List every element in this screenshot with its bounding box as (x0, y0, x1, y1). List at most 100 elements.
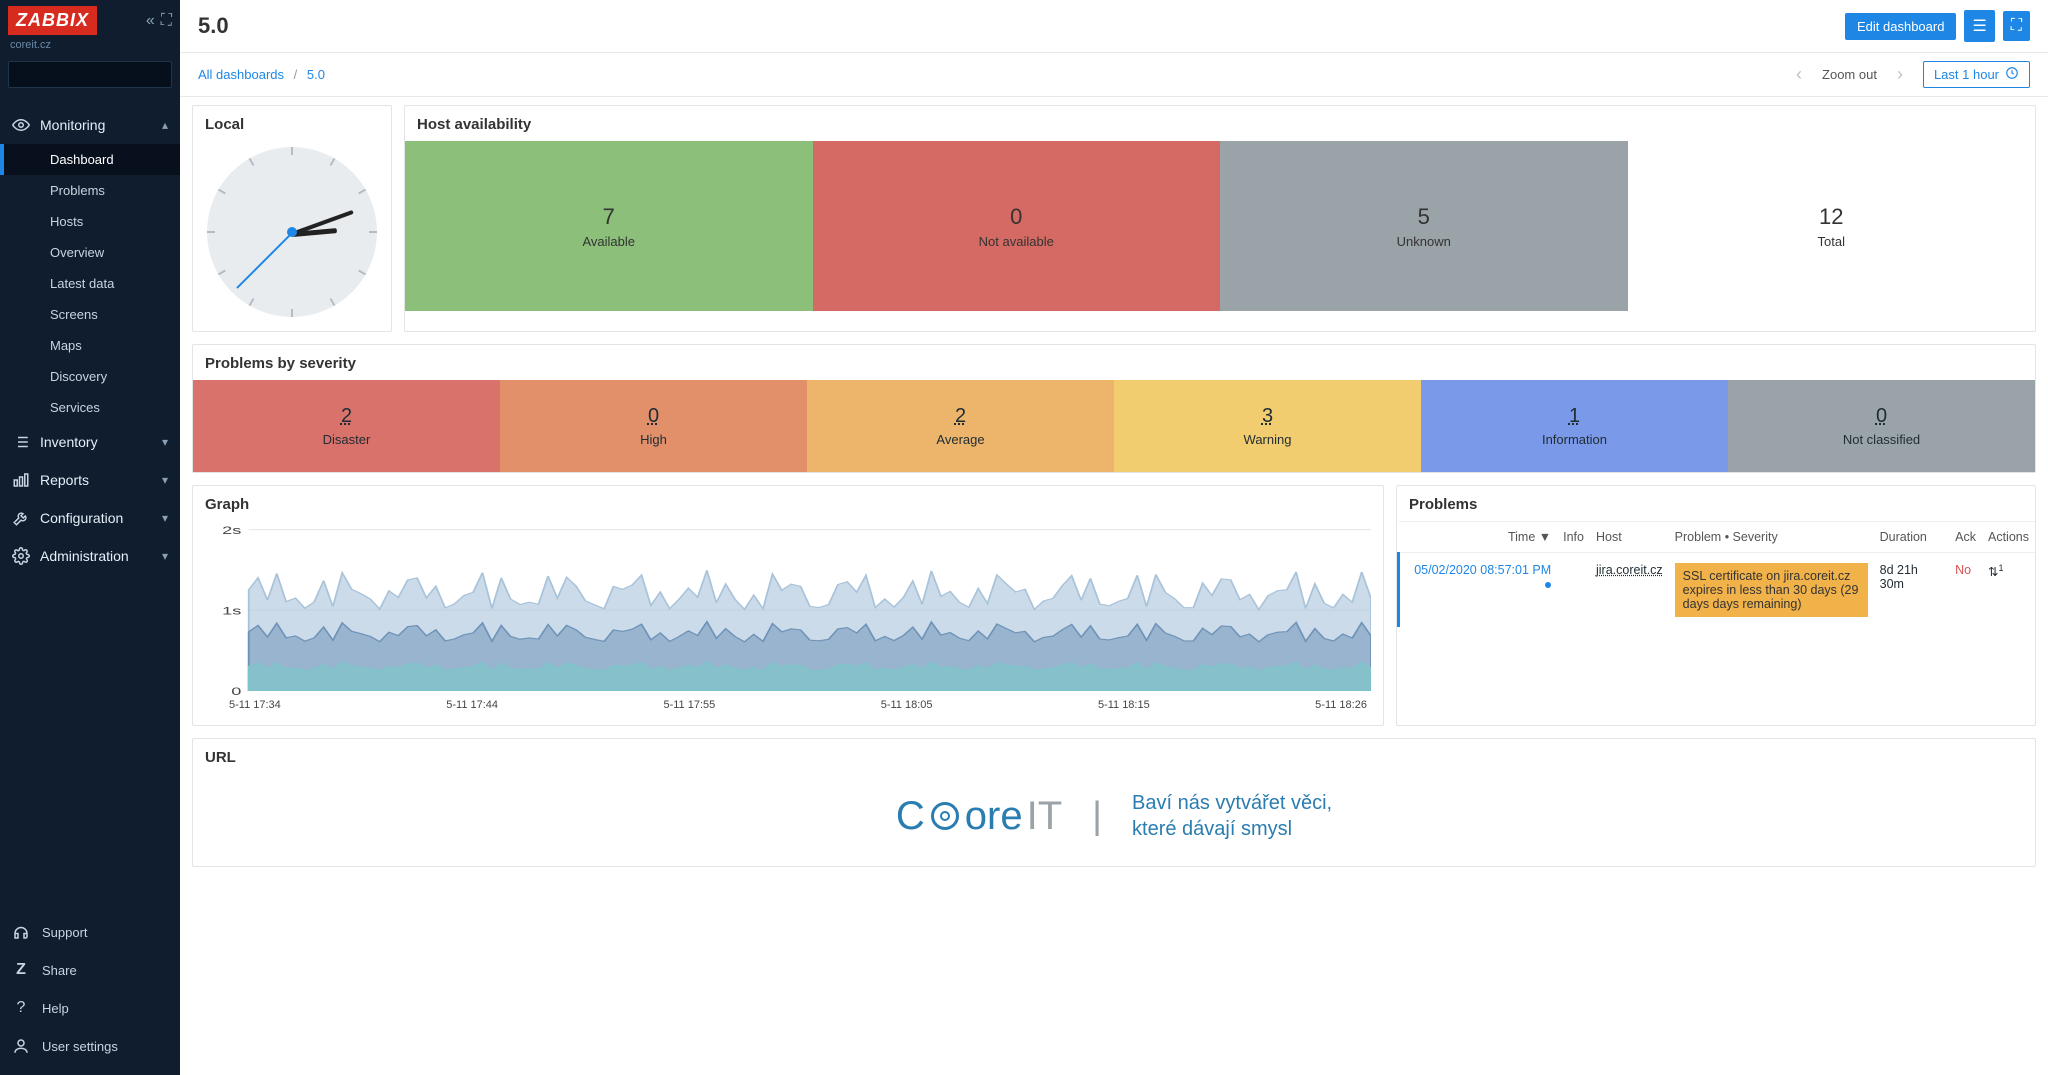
sidebar-item-services[interactable]: Services (0, 392, 180, 423)
breadcrumb-current[interactable]: 5.0 (307, 67, 325, 82)
search-box[interactable]: 🔍 (8, 61, 172, 88)
coreit-tagline: Baví nás vytvářet věci, které dávají smy… (1132, 790, 1332, 842)
coreit-logo: C ore IT (896, 794, 1062, 839)
brand-logo[interactable]: ZABBIX (8, 6, 97, 35)
clock-second-hand (236, 232, 293, 289)
problem-ack[interactable]: No (1955, 563, 1971, 577)
row-graph-problems: Graph 2s1s0 5-11 17:345-11 17:445-11 17:… (192, 485, 2036, 726)
breadcrumb-root[interactable]: All dashboards (198, 67, 284, 82)
widget-problems-title: Problems (1397, 486, 2035, 521)
nav-bottom: SupportZShare?HelpUser settings (0, 907, 180, 1075)
problems-col-1[interactable]: Info (1557, 522, 1590, 553)
svg-text:1s: 1s (222, 605, 242, 618)
hostavail-available[interactable]: 7Available (405, 141, 813, 311)
coreit-tagline1: Baví nás vytvářet věci, (1132, 792, 1332, 814)
nav-help[interactable]: ?Help (0, 989, 180, 1027)
graph-xlabel: 5-11 17:44 (446, 699, 498, 711)
sidebar-item-problems[interactable]: Problems (0, 175, 180, 206)
topbar: 5.0 Edit dashboard ☰ ⛶ (180, 0, 2048, 53)
sidebar-item-overview[interactable]: Overview (0, 237, 180, 268)
nav-section-administration[interactable]: Administration▾ (0, 537, 180, 575)
nav-section-reports[interactable]: Reports▾ (0, 461, 180, 499)
sidebar-item-hosts[interactable]: Hosts (0, 206, 180, 237)
problem-actions[interactable]: ⇅1 (1982, 553, 2035, 628)
problem-text[interactable]: SSL certificate on jira.coreit.cz expire… (1675, 563, 1868, 617)
clock-center (287, 227, 297, 237)
widget-hostavail-title: Host availability (405, 106, 2035, 141)
hostavail-unknown[interactable]: 5Unknown (1220, 141, 1628, 311)
site-subtitle: coreit.cz (10, 39, 172, 51)
help-icon: ? (12, 999, 30, 1017)
widget-clock: Local (192, 105, 392, 332)
problems-col-4[interactable]: Duration (1874, 522, 1950, 553)
time-next-icon[interactable]: › (1893, 64, 1907, 85)
zoom-out-button[interactable]: Zoom out (1822, 67, 1877, 82)
widget-graph: Graph 2s1s0 5-11 17:345-11 17:445-11 17:… (192, 485, 1384, 726)
widget-url-title: URL (193, 739, 2035, 774)
headset-icon (12, 923, 30, 941)
page-title: 5.0 (198, 13, 229, 39)
collapse-icon[interactable]: « (146, 12, 155, 30)
coreit-c: C (896, 794, 925, 839)
chevron-up-icon: ▴ (162, 118, 168, 132)
nav-support[interactable]: Support (0, 913, 180, 951)
hostavail-total[interactable]: 12Total (1628, 141, 2036, 311)
sidebar-item-latest-data[interactable]: Latest data (0, 268, 180, 299)
subbar: All dashboards / 5.0 ‹ Zoom out › Last 1… (180, 53, 2048, 97)
nav-monitoring-head[interactable]: Monitoring ▴ (0, 106, 180, 144)
hostavail-not-available[interactable]: 0Not available (813, 141, 1221, 311)
menu-button[interactable]: ☰ (1964, 10, 1994, 42)
problems-row[interactable]: 05/02/2020 08:57:01 PM jira.coreit.cz SSL… (1399, 553, 2036, 628)
problem-host[interactable]: jira.coreit.cz (1596, 563, 1663, 577)
graph-area: 2s1s0 5-11 17:345-11 17:445-11 17:555-11… (193, 521, 1383, 725)
breadcrumb-sep: / (294, 67, 298, 82)
severity-disaster[interactable]: 2Disaster (193, 380, 500, 472)
graph-xlabel: 5-11 17:55 (663, 699, 715, 711)
coreit-it: IT (1027, 794, 1063, 839)
severity-high[interactable]: 0High (500, 380, 807, 472)
widget-severity: Problems by severity 2Disaster0High2Aver… (192, 344, 2036, 473)
sidebar-item-discovery[interactable]: Discovery (0, 361, 180, 392)
edit-dashboard-button[interactable]: Edit dashboard (1845, 13, 1956, 40)
time-range-label: Last 1 hour (1934, 67, 1999, 82)
problems-col-6[interactable]: Actions (1982, 522, 2035, 553)
sidebar-item-screens[interactable]: Screens (0, 299, 180, 330)
severity-warning[interactable]: 3Warning (1114, 380, 1421, 472)
nav-user-settings[interactable]: User settings (0, 1027, 180, 1065)
edit-dashboard-label: Edit dashboard (1857, 19, 1944, 34)
problem-time[interactable]: 05/02/2020 08:57:01 PM (1414, 563, 1551, 577)
nav-monitoring: Monitoring ▴ DashboardProblemsHostsOverv… (0, 106, 180, 423)
problems-col-5[interactable]: Ack (1949, 522, 1982, 553)
time-prev-icon[interactable]: ‹ (1792, 64, 1806, 85)
widget-host-availability: Host availability 7Available0Not availab… (404, 105, 2036, 332)
chevron-down-icon: ▾ (162, 549, 168, 563)
problems-table: Time ▼InfoHostProblem • SeverityDuration… (1397, 521, 2035, 627)
actions-icon: ⇅1 (1988, 565, 2004, 579)
sidebar-item-dashboard[interactable]: Dashboard (0, 144, 180, 175)
list-icon (12, 433, 30, 451)
sidebar-item-maps[interactable]: Maps (0, 330, 180, 361)
severity-average[interactable]: 2Average (807, 380, 1114, 472)
coreit-separator: | (1092, 795, 1102, 838)
breadcrumb: All dashboards / 5.0 (198, 67, 325, 82)
severity-not-classified[interactable]: 0Not classified (1728, 380, 2035, 472)
time-range-button[interactable]: Last 1 hour (1923, 61, 2030, 88)
nav-share[interactable]: ZShare (0, 951, 180, 989)
expand-icon[interactable]: ⛶ (161, 12, 172, 30)
problems-col-3[interactable]: Problem • Severity (1669, 522, 1874, 553)
url-body: C ore IT | Baví nás vytvářet věci, které… (193, 774, 2035, 866)
svg-text:2s: 2s (222, 525, 242, 537)
nav-section-configuration[interactable]: Configuration▾ (0, 499, 180, 537)
problems-col-2[interactable]: Host (1590, 522, 1669, 553)
widget-severity-title: Problems by severity (193, 345, 2035, 380)
severity-information[interactable]: 1Information (1421, 380, 1728, 472)
sidebar: ZABBIX « ⛶ coreit.cz 🔍 Monitoring ▴ Dash… (0, 0, 180, 1075)
problems-col-0[interactable]: Time ▼ (1399, 522, 1558, 553)
graph-xlabel: 5-11 18:05 (881, 699, 933, 711)
widget-clock-title: Local (193, 106, 391, 141)
nav-section-inventory[interactable]: Inventory▾ (0, 423, 180, 461)
search-input[interactable] (15, 67, 180, 82)
row-severity: Problems by severity 2Disaster0High2Aver… (192, 344, 2036, 473)
share-icon: Z (12, 961, 30, 979)
fullscreen-button[interactable]: ⛶ (2003, 11, 2030, 41)
